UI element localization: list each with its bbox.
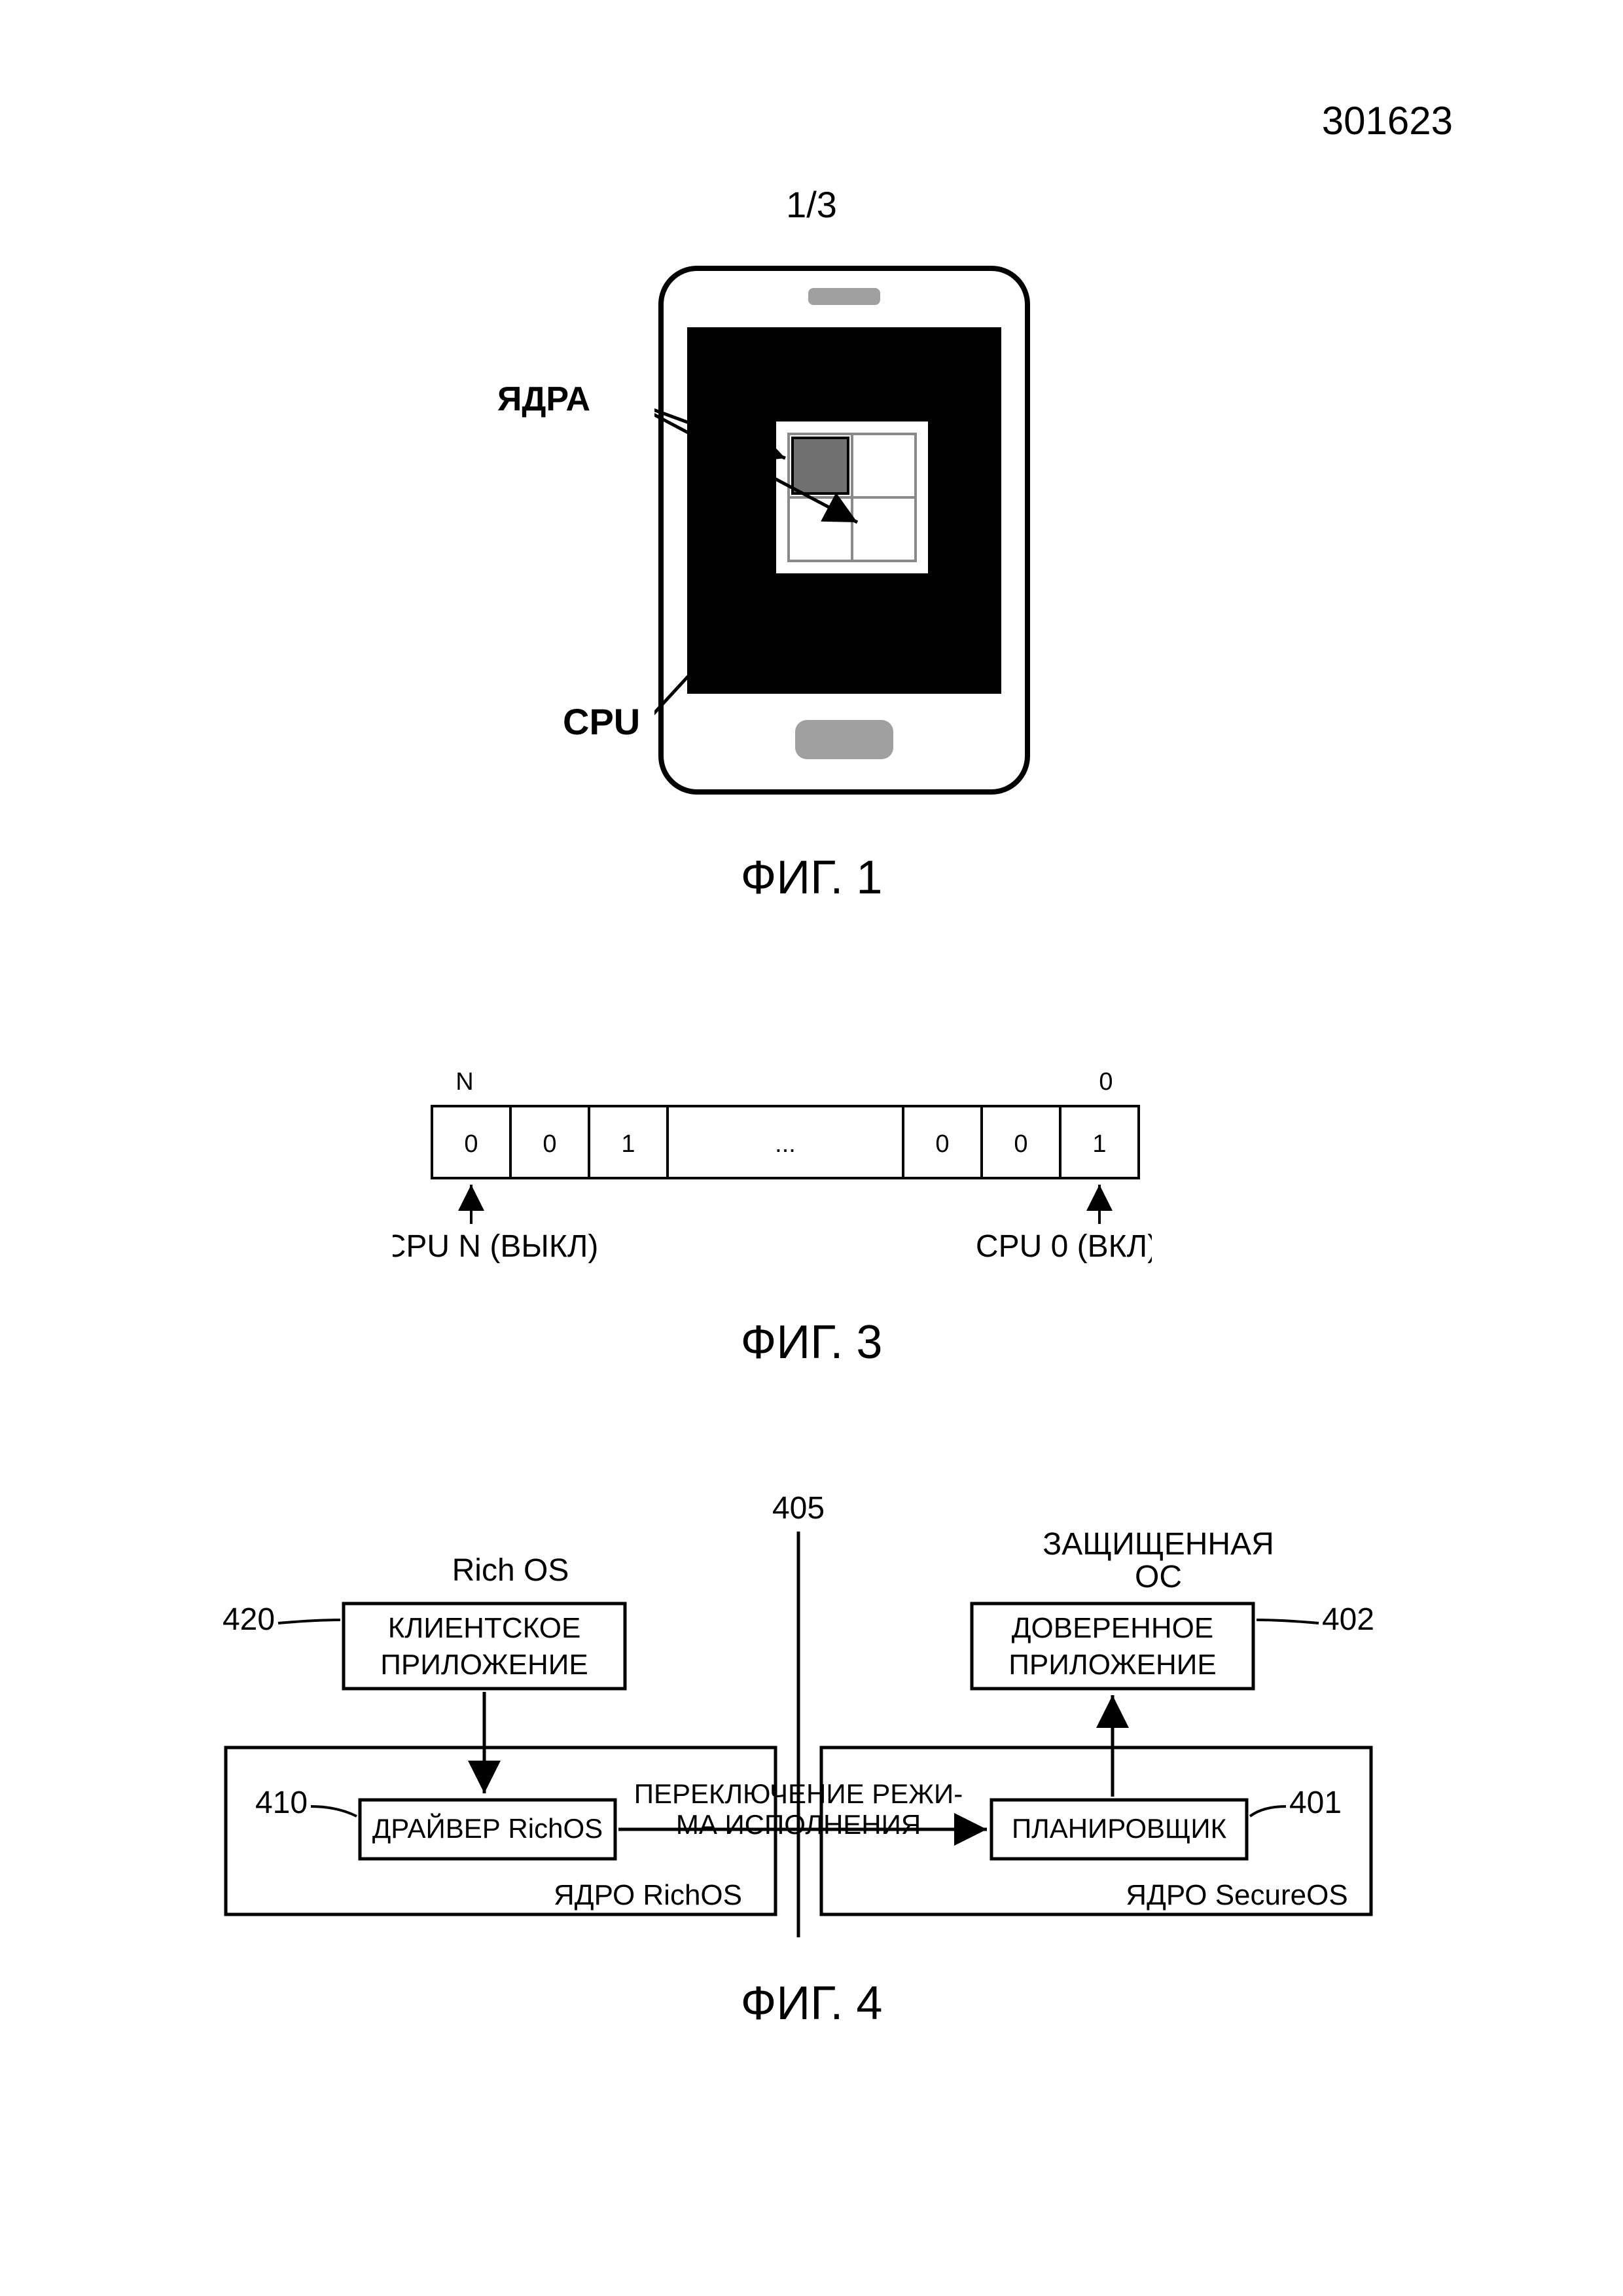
fig3-cell-1: 0 (543, 1130, 556, 1158)
fig1-label-cpu: CPU (563, 700, 640, 743)
fig4-ref-410: 410 (255, 1785, 308, 1820)
fig4-ref-420: 420 (223, 1602, 275, 1637)
fig3-cell-5: 0 (1014, 1130, 1027, 1158)
document-number: 301623 (1322, 98, 1453, 143)
fig3-header-right: 0 (1099, 1068, 1113, 1096)
fig4-scheduler-label: ПЛАНИРОВЩИК (1012, 1813, 1227, 1844)
fig4-ref-401: 401 (1289, 1785, 1342, 1820)
fig1-phone-svg (654, 262, 1034, 798)
fig3-caption-left: CPU N (ВЫКЛ) (393, 1229, 598, 1264)
fig1-label-cores: ЯДРА (497, 380, 590, 419)
fig4-trusted-app-line1: ДОВЕРЕННОЕ (1012, 1612, 1214, 1644)
fig4-client-app-line1: КЛИЕНТСКОЕ (388, 1612, 581, 1644)
page: 301623 1/3 ЯДРА CPU (0, 0, 1623, 2296)
fig3-cell-0: 0 (464, 1130, 478, 1158)
fig4-right-os-label: ЗАЩИЩЕННАЯ (1043, 1527, 1274, 1562)
fig4-switch-text1: ПЕРЕКЛЮЧЕНИЕ РЕЖИ- (634, 1778, 963, 1809)
fig4-driver-label: ДРАЙВЕР RichOS (372, 1812, 603, 1844)
fig1-title: ФИГ. 1 (741, 851, 883, 905)
figure-3: N 0 0 0 1 ... 0 0 1 (0, 1060, 1623, 1453)
fig4-switch-text2: МА ИСПОЛНЕНИЯ (676, 1809, 921, 1840)
fig4-kernel-left-label: ЯДРО RichOS (554, 1879, 742, 1911)
fig4-right-os-label2: ОС (1135, 1560, 1182, 1594)
fig3-header-left: N (455, 1068, 473, 1096)
fig4-client-app-line2: ПРИЛОЖЕНИЕ (380, 1649, 588, 1681)
fig3-cell-4: 0 (935, 1130, 949, 1158)
fig4-svg: Rich OS ЗАЩИЩЕННАЯ ОС 405 КЛИЕНТСКОЕ ПРИ… (164, 1492, 1433, 1950)
fig3-caption-right: CPU 0 (ВКЛ) (976, 1229, 1152, 1264)
fig4-left-os-label: Rich OS (452, 1553, 569, 1588)
fig3-svg: N 0 0 0 1 ... 0 0 1 (393, 1060, 1152, 1276)
figure-1: ЯДРА CPU (0, 262, 1623, 851)
page-number: 1/3 (786, 183, 837, 226)
fig3-register-table: 0 0 1 ... 0 0 1 (432, 1106, 1139, 1178)
fig4-title: ФИГ. 4 (741, 1977, 883, 2030)
fig3-title: ФИГ. 3 (741, 1316, 883, 1369)
fig3-cell-6: 1 (1092, 1130, 1106, 1158)
fig4-kernel-right-label: ЯДРО SecureOS (1126, 1879, 1347, 1911)
fig4-ref-405: 405 (772, 1492, 825, 1526)
fig4-trusted-app-line2: ПРИЛОЖЕНИЕ (1008, 1649, 1216, 1681)
fig3-cell-2: 1 (621, 1130, 635, 1158)
fig3-cell-3: ... (775, 1130, 796, 1158)
fig4-ref-402: 402 (1322, 1602, 1374, 1637)
